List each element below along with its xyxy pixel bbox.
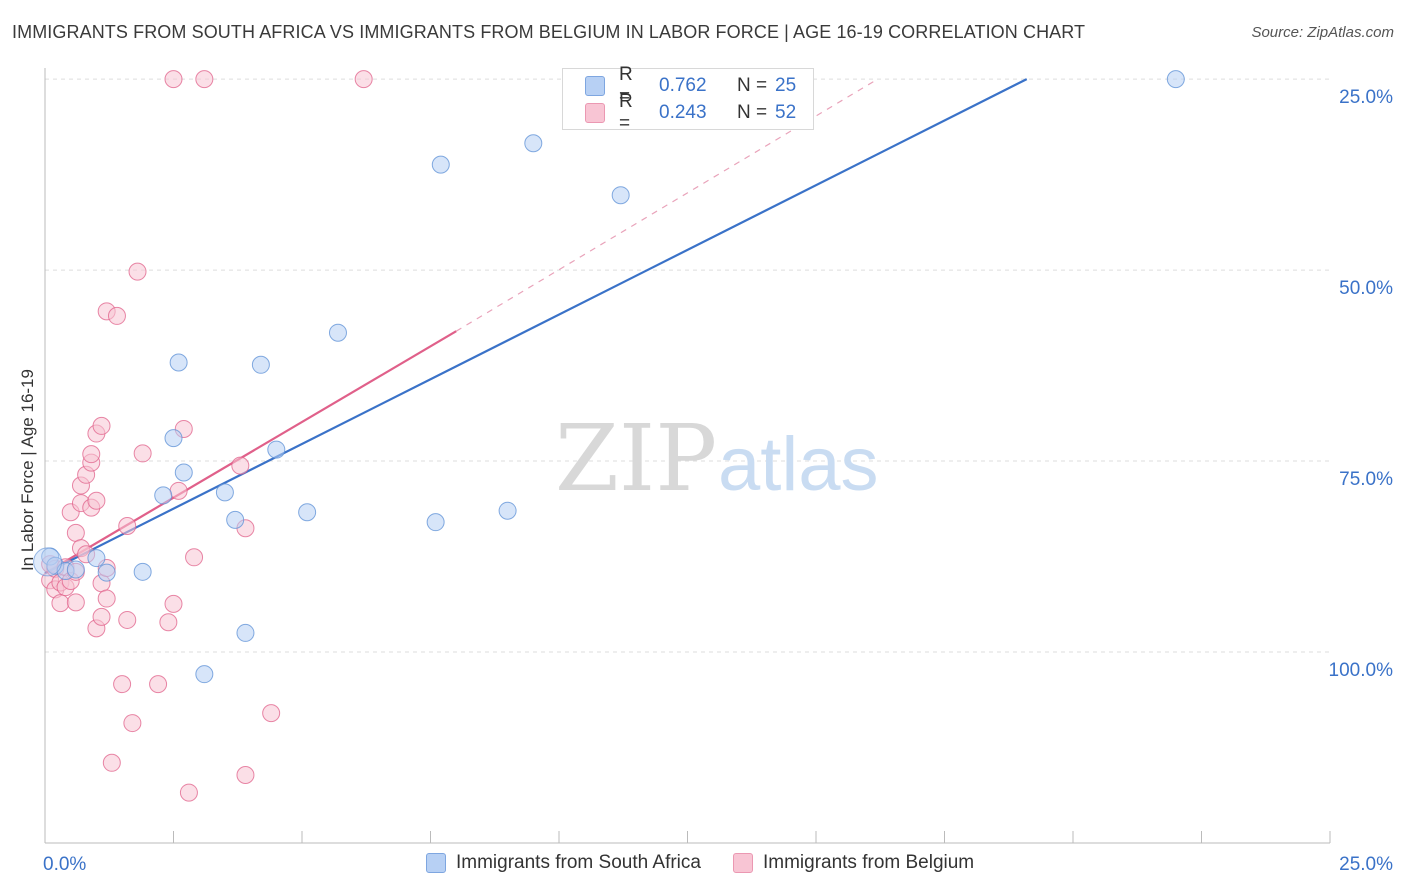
belgium-point bbox=[169, 481, 188, 500]
axes bbox=[44, 68, 1331, 844]
chart-title: IMMIGRANTS FROM SOUTH AFRICA VS IMMIGRAN… bbox=[12, 22, 1086, 42]
watermark: ZIP atlas bbox=[555, 405, 879, 512]
south-africa-point bbox=[154, 486, 173, 505]
belgium-point bbox=[92, 607, 111, 626]
legend-r-value: 0.762 bbox=[659, 75, 707, 96]
belgium-point bbox=[82, 445, 101, 464]
legend-n-value: 25 bbox=[775, 75, 797, 96]
south-africa-point bbox=[195, 665, 214, 684]
south-africa-point bbox=[164, 429, 183, 448]
y-tick-label: 75.0% bbox=[1339, 469, 1393, 490]
series-swatch-blue bbox=[426, 853, 446, 873]
legend-n-label: N = bbox=[737, 75, 768, 96]
legend-r-label: R = bbox=[619, 91, 633, 134]
legend-swatch-blue bbox=[585, 76, 605, 96]
data-points bbox=[33, 70, 1185, 802]
south-africa-point bbox=[174, 463, 193, 482]
belgium-point bbox=[179, 783, 198, 802]
belgium-point bbox=[159, 613, 178, 632]
belgium-point bbox=[102, 753, 121, 772]
south-africa-point bbox=[226, 510, 245, 529]
belgium-point bbox=[231, 456, 250, 475]
watermark-zip: ZIP bbox=[555, 405, 717, 512]
belgium-point bbox=[149, 675, 168, 694]
belgium-point bbox=[262, 704, 281, 723]
belgium-point bbox=[128, 262, 147, 281]
belgium-point bbox=[51, 594, 70, 613]
belgium-point bbox=[107, 306, 126, 325]
x-tick-labels: 0.0% 25.0% bbox=[43, 854, 1393, 875]
south-africa-point bbox=[236, 623, 255, 642]
belgium-point bbox=[118, 516, 137, 535]
belgium-point bbox=[133, 444, 152, 463]
x-tick-label: 25.0% bbox=[1339, 854, 1393, 875]
south-africa-point bbox=[97, 563, 116, 582]
belgium-point bbox=[185, 548, 204, 567]
south-africa-trend-line bbox=[44, 78, 1028, 575]
south-africa-point bbox=[33, 547, 63, 577]
south-africa-point bbox=[611, 186, 630, 205]
south-africa-point bbox=[1166, 70, 1185, 89]
correlation-legend: R = 0.762 N = 25 R = 0.243 N = 52 bbox=[562, 64, 814, 134]
belgium-point bbox=[164, 594, 183, 613]
belgium-point bbox=[97, 589, 116, 608]
source-label: Source: ZipAtlas.com bbox=[1251, 24, 1394, 41]
legend-n-value: 52 bbox=[775, 102, 797, 123]
x-tick-label: 0.0% bbox=[43, 854, 86, 875]
belgium-point bbox=[113, 675, 132, 694]
south-africa-point bbox=[251, 355, 270, 374]
belgium-point bbox=[236, 766, 255, 785]
south-africa-point bbox=[524, 134, 543, 153]
y-tick-label: 25.0% bbox=[1339, 87, 1393, 108]
series-label-south-africa: Immigrants from South Africa bbox=[456, 852, 701, 873]
trend-lines bbox=[44, 78, 1028, 575]
south-africa-point bbox=[431, 155, 450, 174]
series-legend: Immigrants from South Africa Immigrants … bbox=[426, 852, 1006, 874]
series-legend-belgium: Immigrants from Belgium bbox=[732, 852, 975, 874]
belgium-point bbox=[92, 416, 111, 435]
south-africa-point bbox=[215, 483, 234, 502]
belgium-trend-line bbox=[44, 330, 457, 575]
south-africa-point bbox=[298, 503, 317, 522]
belgium-point bbox=[87, 491, 106, 510]
gridlines bbox=[45, 78, 1330, 653]
south-africa-point bbox=[87, 549, 106, 568]
belgium-point bbox=[118, 610, 137, 629]
legend-r-value: 0.243 bbox=[659, 102, 707, 123]
y-axis-label: In Labor Force | Age 16-19 bbox=[18, 369, 37, 571]
legend-n-label: N = bbox=[737, 102, 768, 123]
south-africa-point bbox=[267, 440, 286, 459]
series-label-belgium: Immigrants from Belgium bbox=[762, 852, 975, 873]
south-africa-point bbox=[426, 513, 445, 532]
y-tick-label: 50.0% bbox=[1339, 278, 1393, 299]
watermark-atlas: atlas bbox=[718, 422, 879, 507]
y-tick-labels: 25.0% 50.0% 75.0% 100.0% bbox=[1329, 87, 1394, 681]
south-africa-point bbox=[66, 560, 85, 579]
belgium-point bbox=[195, 70, 214, 89]
south-africa-point bbox=[169, 353, 188, 372]
legend-row-belgium: R = 0.243 N = 52 bbox=[585, 91, 853, 134]
south-africa-point bbox=[328, 323, 347, 342]
south-africa-point bbox=[498, 501, 517, 520]
south-africa-point bbox=[133, 562, 152, 581]
belgium-point bbox=[66, 593, 85, 612]
series-legend-south-africa: Immigrants from South Africa bbox=[426, 852, 701, 874]
series-swatch-pink bbox=[732, 853, 753, 873]
legend-swatch-pink bbox=[585, 103, 605, 123]
legend-r-label: R = bbox=[619, 64, 633, 107]
belgium-point bbox=[164, 70, 183, 89]
belgium-point bbox=[66, 523, 85, 542]
belgium-point bbox=[123, 714, 142, 733]
y-tick-label: 100.0% bbox=[1329, 660, 1394, 681]
belgium-point bbox=[354, 70, 373, 89]
legend-row-south-africa: R = 0.762 N = 25 bbox=[585, 64, 853, 107]
